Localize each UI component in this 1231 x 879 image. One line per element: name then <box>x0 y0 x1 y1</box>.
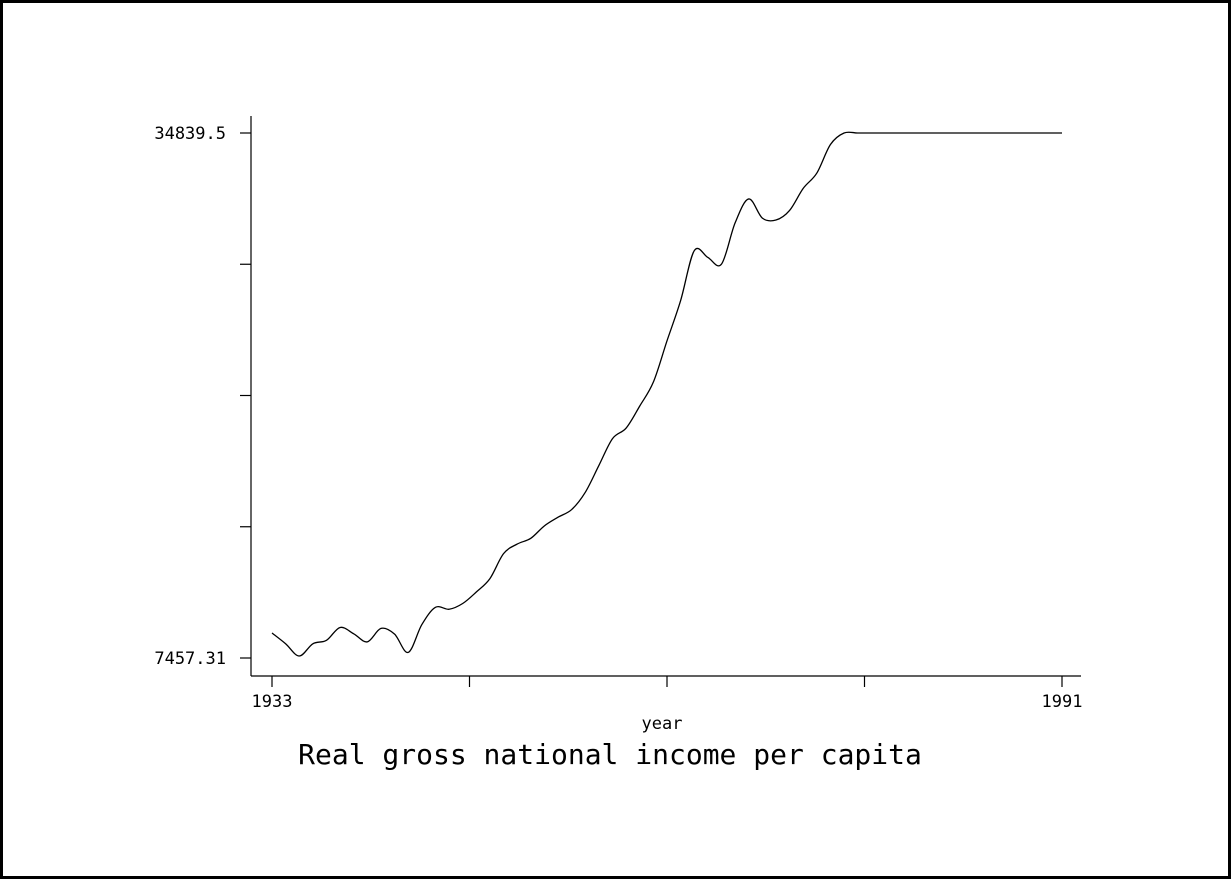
series-line <box>271 131 1062 657</box>
x-axis-ticks: 1933 1991 <box>252 676 1083 712</box>
y-tick-label: 34839.5 <box>154 124 226 144</box>
x-tick-label: 1933 <box>252 692 293 712</box>
x-axis-label: year <box>642 714 683 734</box>
x-tick-label: 1991 <box>1042 692 1083 712</box>
chart-title: Real gross national income per capita <box>298 738 922 771</box>
y-tick-label: 7457.31 <box>154 649 226 669</box>
y-axis-ticks: 7457.31 34839.5 <box>154 124 251 669</box>
